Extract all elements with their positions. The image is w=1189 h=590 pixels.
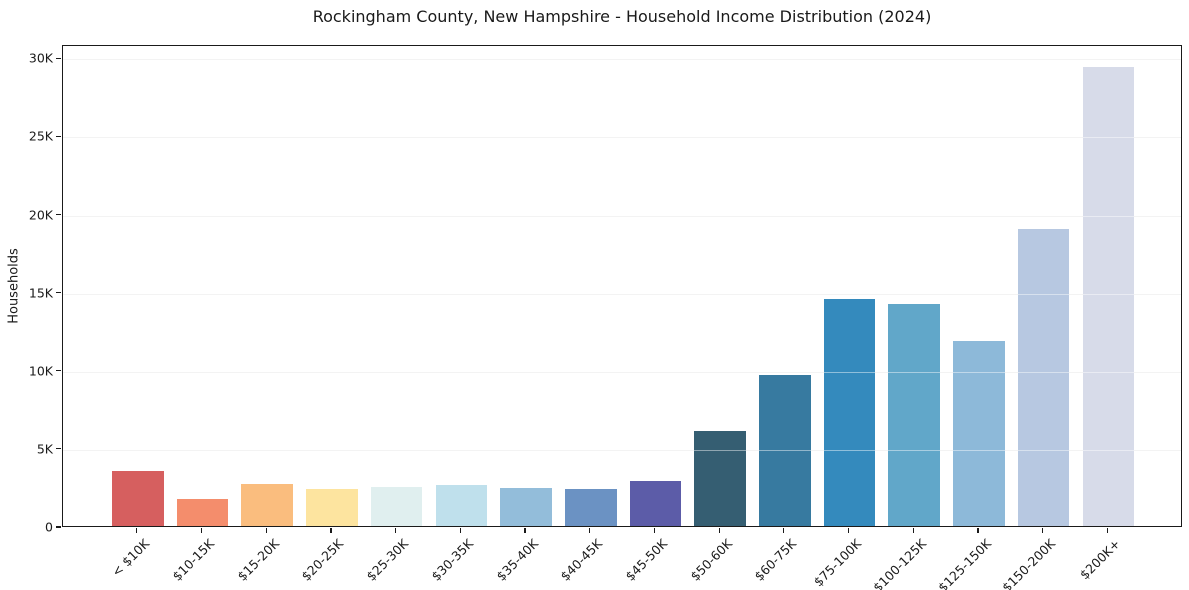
- bar-200k: [1082, 66, 1135, 526]
- y-tick-label-10K: 10K: [28, 363, 53, 379]
- x-axis-tick-4: [395, 528, 397, 533]
- x-tick-label-75-100k: $75-100K: [810, 536, 865, 590]
- y-axis-tick-10K: [56, 370, 61, 372]
- x-tick-label-10k: < $10K: [108, 536, 153, 580]
- gridline-overlay-25K: [63, 137, 1181, 139]
- y-tick-label-25K: 25K: [28, 128, 53, 144]
- bar-50-60k: [694, 430, 746, 526]
- x-axis-tick-0: [136, 528, 138, 533]
- y-tick-label-20K: 20K: [28, 207, 53, 223]
- x-axis-tick-6: [524, 528, 526, 533]
- x-axis-tick-3: [330, 528, 332, 533]
- y-tick-label-15K: 15K: [28, 285, 53, 301]
- x-tick-label-50-60k: $50-60K: [687, 536, 735, 584]
- gridline-overlay-10K: [63, 371, 1181, 373]
- bar-15-20k: [241, 483, 294, 526]
- bar-10k: [112, 471, 164, 526]
- bar-20-25k: [306, 489, 358, 526]
- x-axis-tick-11: [847, 528, 850, 533]
- gridline-overlay-5K: [63, 449, 1181, 451]
- y-axis-label: Households: [6, 248, 22, 324]
- gridline-30K: [63, 59, 1181, 61]
- x-axis-tick-15: [1106, 528, 1108, 533]
- y-axis-tick-0: [56, 526, 61, 528]
- x-tick-label-15-20k: $15-20K: [234, 536, 282, 584]
- bar-10-15k: [176, 498, 229, 526]
- gridline-overlay-20K: [63, 215, 1181, 217]
- x-tick-label-45-50k: $45-50K: [622, 536, 671, 584]
- x-axis-tick-1: [200, 528, 203, 533]
- bar-45-50k: [629, 480, 682, 526]
- y-axis-tick-15K: [56, 292, 61, 294]
- bar-125-150k: [953, 340, 1005, 526]
- x-tick-label-20-25k: $20-25K: [298, 536, 347, 584]
- gridline-25K: [63, 137, 1181, 139]
- y-axis-tick-5K: [56, 448, 61, 450]
- x-tick-label-150-200k: $150-200K: [999, 536, 1059, 590]
- bar-100-125k: [888, 304, 941, 526]
- bar-40-45k: [564, 489, 617, 526]
- x-tick-label-40-45k: $40-45K: [557, 536, 606, 584]
- x-axis-tick-2: [265, 528, 267, 533]
- bar-60-75k: [759, 375, 811, 526]
- y-axis-tick-20K: [56, 213, 61, 216]
- gridline-overlay-15K: [63, 293, 1181, 295]
- gridline-overlay-30K: [63, 59, 1181, 61]
- x-axis-tick-8: [653, 528, 656, 533]
- x-axis-tick-5: [459, 528, 461, 533]
- x-axis-tick-13: [977, 528, 979, 533]
- y-axis-tick-30K: [56, 57, 61, 59]
- x-tick-label-25-30k: $25-30K: [363, 536, 412, 584]
- y-tick-label-30K: 30K: [28, 50, 53, 66]
- gridline-20K: [63, 215, 1181, 217]
- x-tick-label-100-125k: $100-125K: [869, 536, 929, 590]
- bar-35-40k: [500, 487, 552, 526]
- bar-150-200k: [1017, 229, 1070, 526]
- chart-title: Rockingham County, New Hampshire - House…: [312, 7, 932, 26]
- x-tick-label-35-40k: $35-40K: [492, 536, 541, 584]
- x-tick-label-200k: $200K+: [1076, 536, 1123, 583]
- plot-area: [62, 45, 1182, 527]
- x-axis-tick-7: [589, 528, 591, 533]
- x-axis-tick-14: [1042, 528, 1044, 533]
- bar-30-35k: [435, 485, 488, 526]
- gridline-5K: [63, 449, 1181, 451]
- gridline-10K: [63, 371, 1181, 373]
- x-tick-label-60-75k: $60-75K: [751, 536, 800, 584]
- x-tick-label-125-150k: $125-150K: [934, 536, 994, 590]
- y-tick-label-0: 0: [45, 519, 53, 535]
- bar-25-30k: [370, 486, 423, 526]
- y-tick-label-5K: 5K: [36, 441, 53, 457]
- bar-75-100k: [823, 299, 876, 526]
- x-axis-tick-10: [783, 528, 785, 533]
- y-axis-tick-25K: [56, 135, 61, 137]
- x-tick-label-10-15k: $10-15K: [169, 536, 218, 584]
- gridline-15K: [63, 293, 1181, 295]
- x-axis-tick-9: [718, 528, 720, 533]
- x-axis-tick-12: [912, 528, 914, 533]
- x-tick-label-30-35k: $30-35K: [428, 536, 476, 584]
